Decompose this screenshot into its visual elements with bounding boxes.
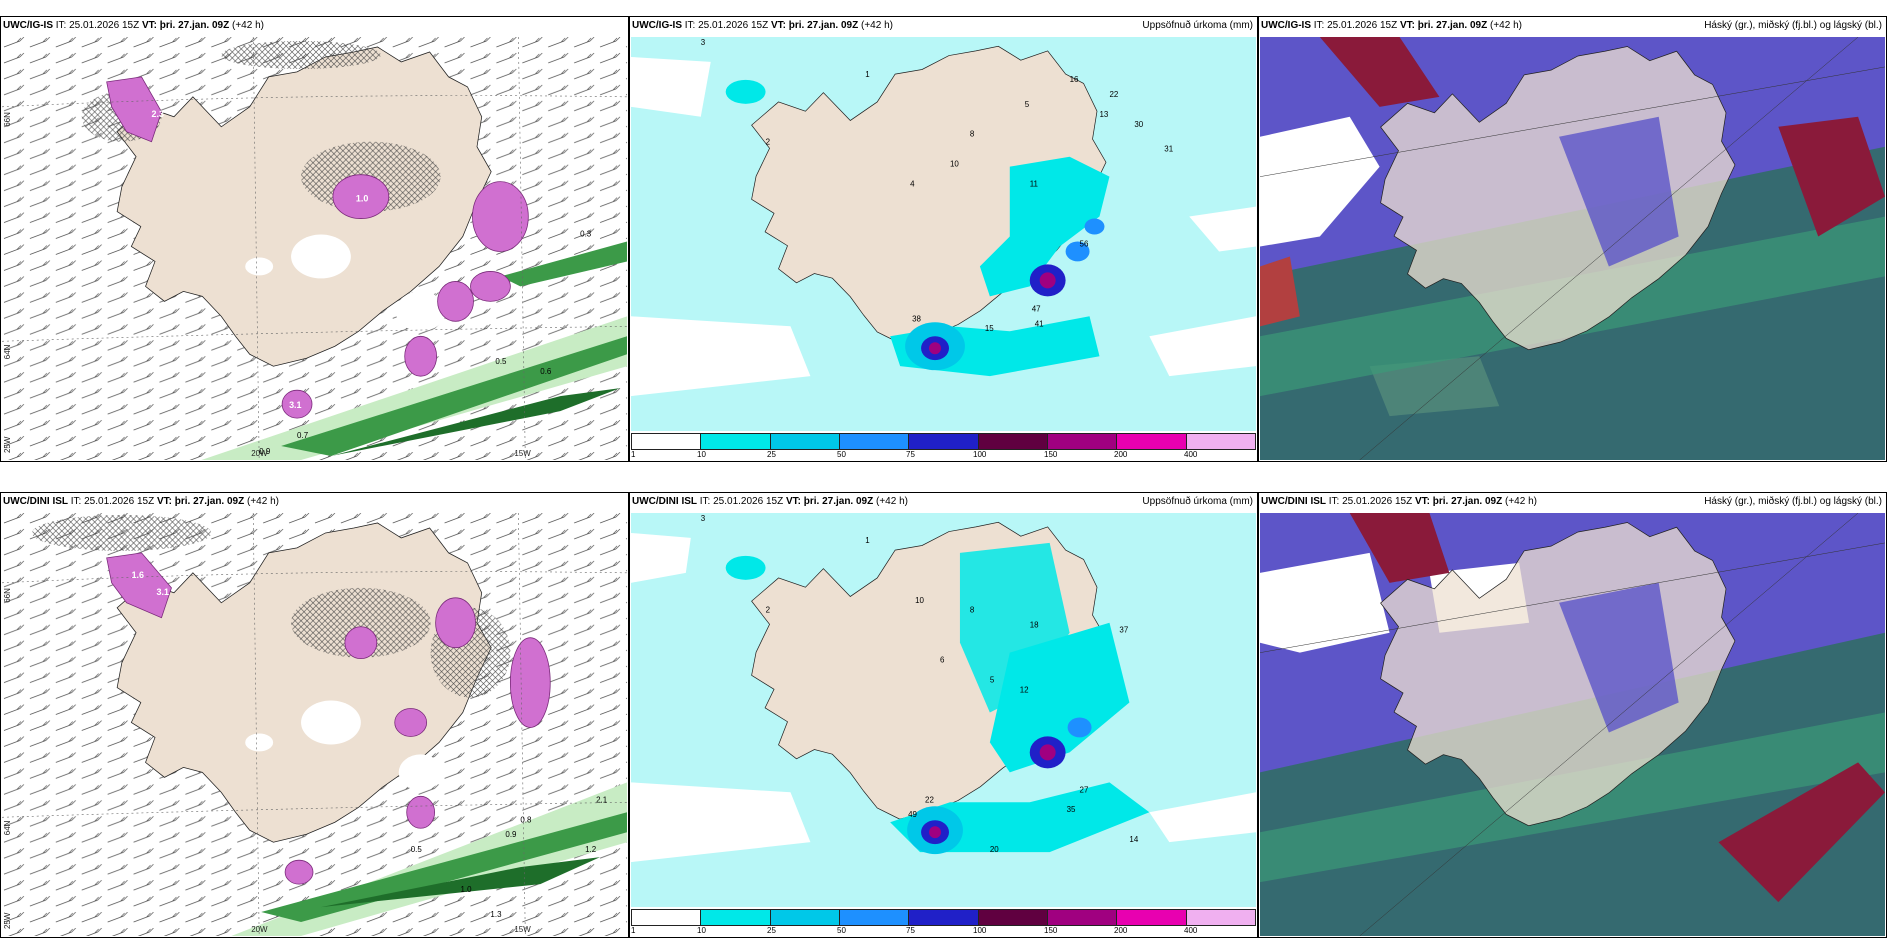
svg-text:2: 2 <box>766 138 771 147</box>
svg-text:10: 10 <box>915 596 924 605</box>
svg-text:38: 38 <box>912 314 921 323</box>
lat-label: 25W <box>3 912 12 929</box>
snow-patches <box>245 234 446 332</box>
panel-title: UWC/DINI ISL IT: 25.01.2026 15Z VT: þri.… <box>632 496 1253 507</box>
panel-dini-wind: UWC/DINI ISL IT: 25.01.2026 15Z VT: þri.… <box>0 492 629 938</box>
svg-text:41: 41 <box>1035 319 1044 328</box>
svg-text:3.1: 3.1 <box>157 587 169 597</box>
svg-text:2: 2 <box>766 606 771 615</box>
lat-lon-grid <box>2 513 627 936</box>
map-cloud <box>1260 513 1885 936</box>
svg-text:3: 3 <box>701 514 706 523</box>
value-labels: 1.0 0.5 0.6 0.7 0.9 3.1 2.3 1.6 0.3 <box>152 109 592 456</box>
svg-text:8: 8 <box>970 130 975 139</box>
lat-label: 66N <box>3 588 12 603</box>
svg-text:20: 20 <box>990 845 999 854</box>
map-precip: 3 1 2 4 5 8 10 11 13 15 16 22 30 31 38 4… <box>631 37 1256 431</box>
panel-title: UWC/IG-IS IT: 25.01.2026 15Z VT: þri. 27… <box>3 20 264 31</box>
precip-cells <box>725 79 1110 377</box>
svg-text:6: 6 <box>940 656 945 665</box>
svg-text:56: 56 <box>1080 239 1089 248</box>
map-cloud <box>1260 37 1885 460</box>
svg-text:5: 5 <box>990 676 995 685</box>
svg-text:0.3: 0.3 <box>580 230 592 239</box>
svg-text:0.5: 0.5 <box>495 357 507 366</box>
colorbar-labels: 1 10 25 50 75 100 150 200 400 <box>631 450 1198 459</box>
lon-label: 20W <box>251 925 268 934</box>
lon-label: 15W <box>514 925 531 934</box>
panel-dini-cloud: UWC/DINI ISL IT: 25.01.2026 15Z VT: þri.… <box>1258 492 1887 938</box>
snow-patches <box>245 700 443 791</box>
svg-text:0.8: 0.8 <box>520 815 532 824</box>
map-wind: 66N 64N 25W 20W 15W 1.0 0.5 0.6 0.7 0.9 … <box>2 37 627 460</box>
svg-text:37: 37 <box>1119 626 1128 635</box>
value-labels: 3 1 2 5 6 8 10 12 14 18 20 22 27 35 37 4… <box>701 514 1139 854</box>
panel-ig-wind: UWC/IG-IS IT: 25.01.2026 15Z VT: þri. 27… <box>0 16 629 462</box>
lon-label: 15W <box>514 449 531 458</box>
panel-dini-precip: UWC/DINI ISL IT: 25.01.2026 15Z VT: þri.… <box>629 492 1258 938</box>
svg-text:2.1: 2.1 <box>596 795 608 804</box>
svg-text:1.6: 1.6 <box>132 570 144 580</box>
svg-text:49: 49 <box>908 810 917 819</box>
svg-text:14: 14 <box>1129 835 1138 844</box>
svg-text:1: 1 <box>865 536 870 545</box>
magenta-cells <box>106 76 529 419</box>
svg-text:12: 12 <box>1020 686 1029 695</box>
svg-text:30: 30 <box>1134 120 1143 129</box>
lat-label: 66N <box>3 112 12 127</box>
lat-label: 64N <box>3 820 12 835</box>
svg-text:5: 5 <box>1025 100 1030 109</box>
panel-title: UWC/DINI ISL IT: 25.01.2026 15Z VT: þri.… <box>1261 496 1882 507</box>
map-wind: 66N 64N 25W 20W 15W 3.1 1.6 0.5 0.8 0.9 … <box>2 513 627 936</box>
map-precip: 3 1 2 5 6 8 10 12 14 18 20 22 27 35 37 4… <box>631 513 1256 907</box>
panel-ig-precip: UWC/IG-IS IT: 25.01.2026 15Z VT: þri. 27… <box>629 16 1258 462</box>
precip-cells <box>725 542 1150 855</box>
svg-text:1.3: 1.3 <box>490 910 502 919</box>
green-precip-bands <box>231 782 627 936</box>
svg-text:31: 31 <box>1164 145 1173 154</box>
svg-text:15: 15 <box>985 324 994 333</box>
lat-label: 25W <box>3 436 12 453</box>
svg-text:18: 18 <box>1030 621 1039 630</box>
svg-text:3: 3 <box>701 38 706 47</box>
svg-text:27: 27 <box>1080 785 1089 794</box>
panel-title: UWC/DINI ISL IT: 25.01.2026 15Z VT: þri.… <box>3 496 279 507</box>
svg-text:1.6: 1.6 <box>490 254 502 264</box>
value-labels: 3 1 2 4 5 8 10 11 13 15 16 22 30 31 38 4… <box>701 38 1174 333</box>
svg-text:8: 8 <box>970 606 975 615</box>
svg-text:13: 13 <box>1100 110 1109 119</box>
svg-text:16: 16 <box>1070 75 1079 84</box>
lon-label: 20W <box>251 449 268 458</box>
svg-text:0.5: 0.5 <box>411 845 423 854</box>
magenta-cells <box>106 552 551 885</box>
svg-text:0.9: 0.9 <box>259 447 271 456</box>
green-precip-bands <box>201 241 627 460</box>
svg-text:0.9: 0.9 <box>505 830 517 839</box>
colorbar <box>631 433 1256 450</box>
svg-text:0.6: 0.6 <box>540 367 552 376</box>
panel-title: UWC/IG-IS IT: 25.01.2026 15Z VT: þri. 27… <box>632 20 1253 31</box>
svg-text:2.3: 2.3 <box>152 109 164 119</box>
svg-text:35: 35 <box>1067 805 1076 814</box>
colorbar-labels: 1 10 25 50 75 100 150 200 400 <box>631 926 1198 935</box>
svg-text:1.0: 1.0 <box>356 194 368 204</box>
svg-text:1.2: 1.2 <box>585 845 597 854</box>
colorbar <box>631 909 1256 926</box>
value-labels: 3.1 1.6 0.5 0.8 0.9 1.0 1.2 2.1 1.3 <box>132 570 608 919</box>
svg-text:10: 10 <box>950 160 959 169</box>
svg-text:0.7: 0.7 <box>297 431 309 440</box>
panel-title: UWC/IG-IS IT: 25.01.2026 15Z VT: þri. 27… <box>1261 20 1882 31</box>
svg-text:11: 11 <box>1030 180 1039 189</box>
svg-text:47: 47 <box>1032 304 1041 313</box>
panel-ig-cloud: UWC/IG-IS IT: 25.01.2026 15Z VT: þri. 27… <box>1258 16 1887 462</box>
svg-text:3.1: 3.1 <box>289 400 301 410</box>
lat-label: 64N <box>3 344 12 359</box>
lat-lon-grid <box>2 37 627 460</box>
svg-text:1.0: 1.0 <box>461 885 473 894</box>
svg-text:22: 22 <box>1109 90 1118 99</box>
svg-text:1: 1 <box>865 70 870 79</box>
svg-text:22: 22 <box>925 795 934 804</box>
svg-text:4: 4 <box>910 180 915 189</box>
